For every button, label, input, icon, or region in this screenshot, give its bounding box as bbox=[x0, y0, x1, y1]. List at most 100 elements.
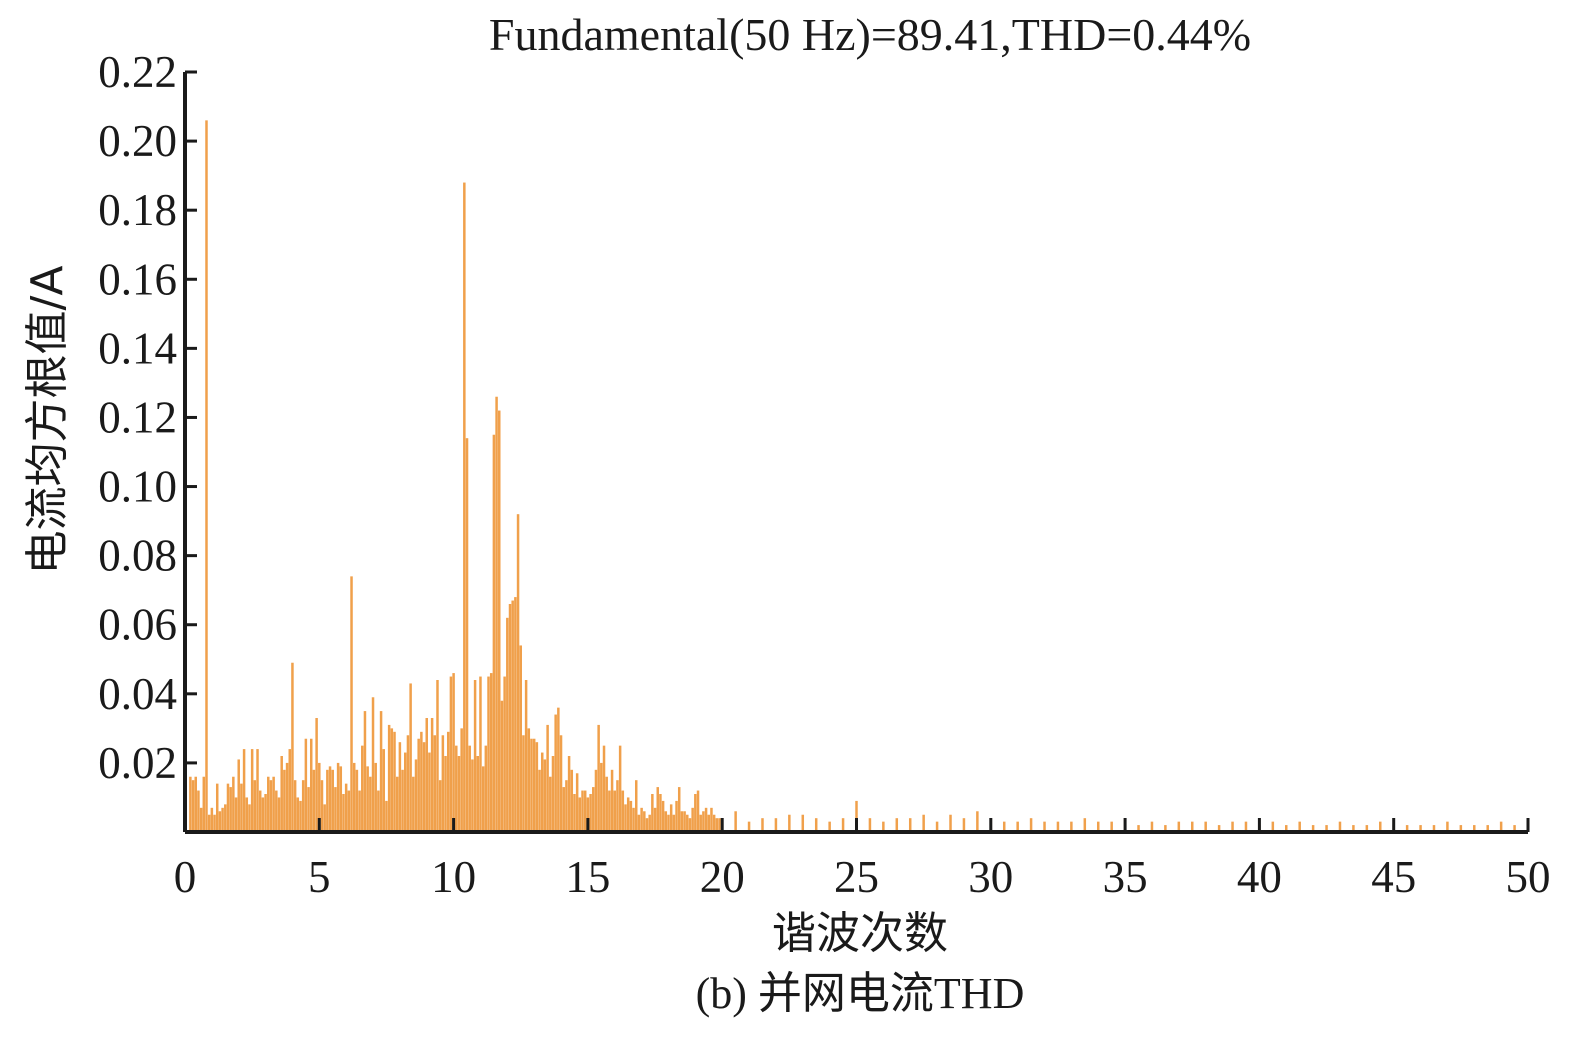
bar bbox=[1338, 821, 1342, 832]
bar bbox=[1043, 821, 1046, 832]
bar bbox=[210, 807, 214, 832]
x-tick-label: 10 bbox=[431, 852, 476, 902]
bar bbox=[323, 804, 326, 832]
bar bbox=[253, 780, 257, 832]
bar bbox=[527, 728, 531, 832]
bar bbox=[1271, 821, 1275, 832]
bar bbox=[320, 780, 324, 832]
bar bbox=[428, 752, 431, 832]
y-axis-title: 电流均方根值/A bbox=[22, 266, 73, 575]
bar bbox=[1110, 821, 1113, 832]
y-tick-label: 0.20 bbox=[98, 116, 177, 166]
bar bbox=[675, 800, 678, 832]
bar bbox=[471, 759, 474, 832]
bar bbox=[573, 794, 576, 832]
bar bbox=[535, 742, 539, 832]
bar bbox=[976, 811, 979, 832]
bar bbox=[597, 724, 600, 832]
bar bbox=[683, 811, 686, 832]
bar bbox=[441, 735, 445, 832]
bar bbox=[949, 814, 952, 832]
bar bbox=[334, 787, 337, 832]
bar bbox=[406, 735, 410, 832]
bar bbox=[355, 769, 359, 832]
bar bbox=[747, 821, 751, 832]
x-ticks: 0 5 10 15 20 25 30 35 40 45 50 bbox=[174, 818, 1551, 902]
bar bbox=[788, 814, 791, 832]
bar bbox=[414, 759, 418, 832]
bar bbox=[543, 759, 547, 832]
bar bbox=[256, 749, 259, 832]
bar bbox=[347, 790, 351, 832]
bar bbox=[309, 738, 313, 832]
bar bbox=[272, 776, 275, 832]
bar bbox=[299, 800, 302, 832]
bar bbox=[540, 752, 544, 832]
bar bbox=[629, 800, 633, 832]
x-tick-label: 25 bbox=[834, 852, 879, 902]
bar bbox=[637, 814, 641, 832]
bar bbox=[659, 794, 662, 832]
bar bbox=[417, 738, 420, 832]
bar bbox=[339, 766, 343, 832]
bar bbox=[908, 818, 912, 832]
bar bbox=[613, 790, 617, 832]
bar bbox=[430, 718, 434, 832]
bar bbox=[1231, 821, 1234, 832]
bar bbox=[616, 780, 619, 832]
bar bbox=[667, 814, 670, 832]
bar bbox=[342, 794, 345, 832]
bar bbox=[567, 756, 571, 832]
bar bbox=[557, 707, 560, 832]
bar bbox=[277, 797, 281, 832]
bar bbox=[522, 735, 525, 832]
y-tick-label: 0.16 bbox=[98, 254, 177, 304]
bar bbox=[532, 738, 536, 832]
bar bbox=[600, 762, 603, 832]
bar bbox=[643, 811, 646, 832]
bar bbox=[1365, 825, 1369, 832]
bar bbox=[546, 724, 549, 832]
bar bbox=[570, 769, 574, 832]
bar bbox=[352, 762, 356, 832]
bar bbox=[358, 790, 361, 832]
bar bbox=[275, 790, 278, 832]
bar bbox=[661, 800, 665, 832]
bar bbox=[814, 818, 818, 832]
bar bbox=[594, 769, 598, 832]
bar bbox=[207, 814, 211, 832]
bar bbox=[1486, 825, 1489, 832]
bar bbox=[656, 787, 659, 832]
bar bbox=[331, 769, 334, 832]
bar bbox=[1002, 821, 1006, 832]
bar bbox=[519, 645, 522, 832]
bar bbox=[328, 766, 332, 832]
bar bbox=[632, 807, 635, 832]
bar bbox=[1446, 821, 1449, 832]
bar bbox=[688, 818, 692, 832]
bar bbox=[315, 718, 318, 832]
bar bbox=[801, 814, 805, 832]
bar bbox=[371, 697, 375, 832]
bar bbox=[680, 811, 684, 832]
bar bbox=[624, 804, 627, 832]
bar bbox=[248, 804, 251, 832]
bar bbox=[197, 790, 200, 832]
bar bbox=[524, 680, 528, 832]
bar bbox=[1056, 821, 1060, 832]
bar bbox=[438, 780, 442, 832]
bar bbox=[710, 807, 713, 832]
bar bbox=[1298, 821, 1301, 832]
bar bbox=[457, 756, 461, 832]
bar bbox=[285, 762, 289, 832]
bar bbox=[215, 783, 219, 832]
bar bbox=[581, 790, 584, 832]
bar bbox=[452, 673, 455, 832]
bar bbox=[1244, 821, 1248, 832]
x-tick-label: 30 bbox=[968, 852, 1013, 902]
bar bbox=[935, 821, 939, 832]
bar bbox=[592, 787, 595, 832]
x-tick-label: 5 bbox=[308, 852, 331, 902]
bar bbox=[189, 776, 192, 832]
